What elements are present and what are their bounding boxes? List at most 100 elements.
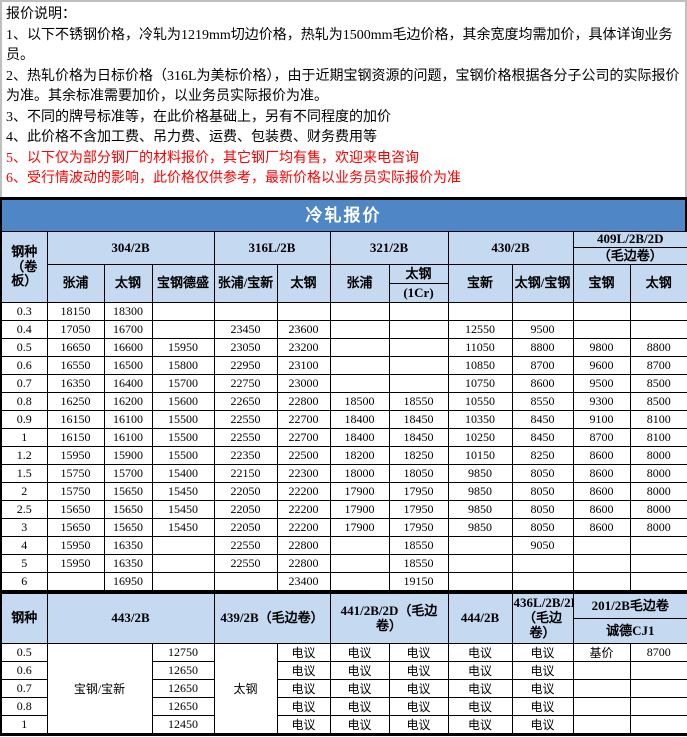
price-cell: 15950 [151, 338, 215, 357]
price-cell [213, 572, 278, 591]
thickness-cell: 0.3 [0, 302, 48, 321]
price-cell: 10350 [447, 410, 513, 429]
price-cell [329, 554, 390, 573]
table-row: 4 15950 16350 22550 22800 18550 9050 [0, 536, 687, 555]
mill-header-taigang-baogang-430: 太钢/宝钢 [511, 264, 574, 303]
table-row: 0.7 12650 电议 电议 电议 电议 电议 [0, 679, 687, 698]
price-cell: 电议 [388, 697, 449, 716]
price-cell: 9050 [511, 536, 574, 555]
thickness-cell: 2.5 [0, 500, 48, 519]
price-cell: 15500 [151, 428, 215, 447]
price-cell [629, 320, 687, 339]
price-cell: 16350 [46, 374, 105, 393]
price-cell: 15500 [151, 446, 215, 465]
note-line-6: 6、受行情波动的影响，此价格仅供参考，最新价格以业务员实际报价为准 [6, 171, 461, 186]
price-cell: 16400 [103, 374, 153, 393]
price-cell: 16600 [103, 338, 153, 357]
thickness-cell: 1 [0, 715, 48, 735]
group-header-304-2b: 304/2B [46, 231, 215, 265]
price-cell: 电议 [511, 661, 574, 680]
price-cell [511, 572, 574, 591]
price-cell: 23400 [276, 572, 331, 591]
price-cell: 19150 [388, 572, 449, 591]
price-cell: 15700 [103, 464, 153, 483]
price-cell: 太钢 [213, 643, 278, 735]
price-cell: 11050 [447, 338, 513, 357]
price-cell: 22150 [213, 464, 278, 483]
price-cell: 10550 [447, 392, 513, 411]
price-cell: 23450 [213, 320, 278, 339]
price-cell: 16700 [103, 320, 153, 339]
price-cell: 12550 [447, 320, 513, 339]
price-cell: 8600 [572, 518, 631, 537]
mill-header-baogang-409l: 宝钢 [572, 264, 631, 303]
price-cell: 8800 [629, 338, 687, 357]
price-cell: 电议 [329, 715, 390, 735]
price-cell: 9300 [572, 392, 631, 411]
thickness-cell: 0.7 [0, 679, 48, 698]
price-cell: 16250 [46, 392, 105, 411]
price-cell: 22800 [276, 392, 331, 411]
price-cell: 15450 [151, 482, 215, 501]
price-cell: 电议 [447, 697, 513, 716]
price-cell: 15600 [151, 392, 215, 411]
price-cell: 22750 [213, 374, 278, 393]
note-line-5: 5、以下仅为部分钢厂的材料报价，其它钢厂均有售，欢迎来电咨询 [6, 150, 419, 166]
price-cell: 9800 [572, 338, 631, 357]
table-row: 0.9 16150 16100 15500 22550 22700 18400 18450 10… [0, 410, 687, 429]
price-cell [572, 302, 631, 321]
secondary-grades-table: 钢种 443/2B 439/2B（毛边卷） 441/2B/2D（毛边卷） 444… [0, 591, 687, 736]
price-cell: 9850 [447, 464, 513, 483]
price-cell [572, 715, 631, 735]
price-cell: 15950 [46, 446, 105, 465]
price-cell: 16350 [103, 536, 153, 555]
price-cell [629, 536, 687, 555]
table-row: 0.5 16650 16600 15950 23050 23200 11050 8800 980… [0, 338, 687, 357]
thickness-cell: 0.8 [0, 697, 48, 716]
price-cell: 电议 [276, 697, 331, 716]
table-row: 3 15650 15650 15450 22050 22200 17900 17950 9850… [0, 518, 687, 537]
price-cell: 18550 [388, 392, 449, 411]
price-cell: 23600 [276, 320, 331, 339]
price-cell: 8100 [629, 410, 687, 429]
group-header-201-2b: 201/2B毛边卷 [572, 592, 687, 619]
table-row: 5 15950 16350 22550 22800 18550 [0, 554, 687, 573]
table-row: 0.5 宝钢/宝新 12750 太钢 电议 电议 电议 电议 电议 基价 8700 [0, 643, 687, 735]
price-cell: 8100 [629, 428, 687, 447]
price-cell: 22800 [276, 554, 331, 573]
group-header-436l-2b-2d: 436L/2B/2D（毛边卷） [511, 592, 574, 644]
price-cell [572, 661, 631, 680]
price-cell: 8700 [511, 356, 574, 375]
thickness-cell: 0.9 [0, 410, 48, 429]
price-cell: 15650 [46, 500, 105, 519]
price-cell [151, 302, 215, 321]
price-cell: 18400 [329, 410, 390, 429]
thickness-cell: 0.6 [0, 661, 48, 680]
price-cell: 10150 [447, 446, 513, 465]
price-cell: 12750 [151, 643, 215, 662]
price-cell [46, 572, 105, 591]
price-cell: 16150 [46, 428, 105, 447]
group-header-430-2b: 430/2B [447, 231, 574, 265]
price-cell: 电议 [511, 715, 574, 735]
price-cell: 15650 [103, 518, 153, 537]
price-cell [151, 536, 215, 555]
price-cell: 22500 [276, 446, 331, 465]
price-cell: 22700 [276, 410, 331, 429]
price-cell: 23100 [276, 356, 331, 375]
thickness-cell: 0.8 [0, 392, 48, 411]
price-cell [629, 572, 687, 591]
price-cell: 22050 [213, 518, 278, 537]
thickness-cell: 0.5 [0, 643, 48, 662]
price-cell [151, 320, 215, 339]
price-cell: 18200 [329, 446, 390, 465]
mill-header-zhangpu-baoxin-316l: 张浦/宝新 [213, 264, 278, 303]
thickness-cell: 1.2 [0, 446, 48, 465]
price-cell: 18500 [329, 392, 390, 411]
price-cell: 8700 [629, 643, 687, 662]
thickness-cell: 0.5 [0, 338, 48, 357]
price-cell: 18450 [388, 410, 449, 429]
price-cell: 8600 [511, 374, 574, 393]
thickness-cell: 1.5 [0, 464, 48, 483]
